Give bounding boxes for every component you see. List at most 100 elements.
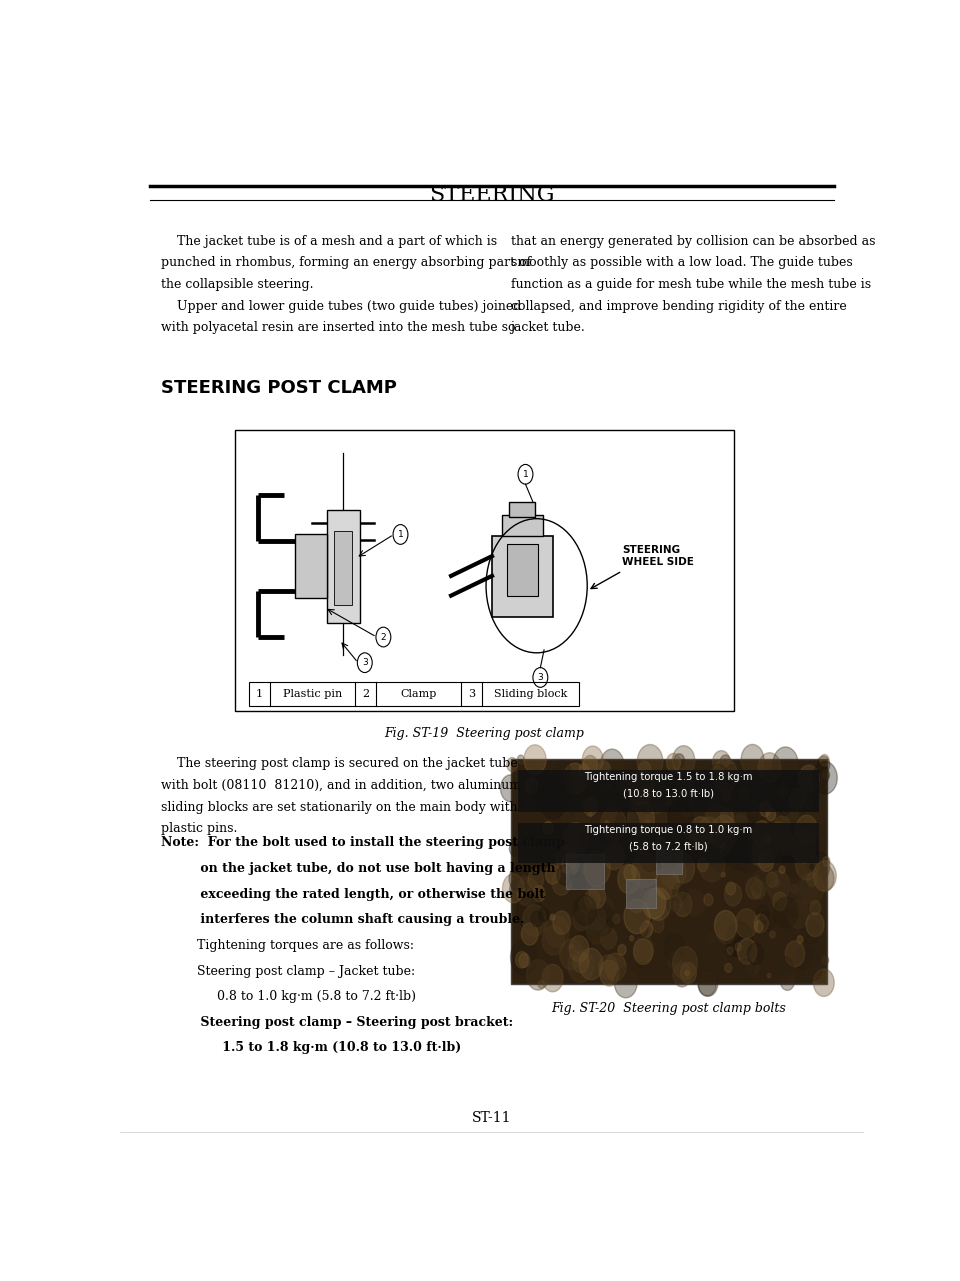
Circle shape: [756, 793, 768, 810]
Circle shape: [597, 907, 610, 924]
Circle shape: [556, 847, 576, 872]
Text: the collapsible steering.: the collapsible steering.: [161, 278, 313, 291]
Circle shape: [500, 775, 520, 802]
Text: ST-11: ST-11: [472, 1112, 512, 1126]
Circle shape: [582, 948, 599, 971]
Circle shape: [631, 826, 650, 853]
Circle shape: [517, 755, 524, 763]
Circle shape: [789, 788, 805, 810]
Circle shape: [732, 801, 748, 822]
Text: Tightening torques are as follows:: Tightening torques are as follows:: [161, 939, 414, 952]
Circle shape: [586, 904, 606, 930]
Circle shape: [787, 906, 796, 917]
Circle shape: [804, 794, 814, 808]
Circle shape: [525, 778, 538, 794]
Circle shape: [725, 940, 738, 957]
Circle shape: [766, 808, 776, 821]
Circle shape: [528, 869, 543, 890]
Circle shape: [755, 915, 768, 933]
Bar: [295, 534, 326, 598]
Circle shape: [588, 904, 596, 917]
Circle shape: [652, 917, 664, 933]
Circle shape: [569, 935, 588, 962]
Circle shape: [628, 770, 654, 804]
Circle shape: [524, 744, 546, 774]
Circle shape: [760, 912, 768, 924]
Circle shape: [757, 904, 769, 921]
Text: that an energy generated by collision can be absorbed as: that an energy generated by collision ca…: [511, 234, 876, 247]
Circle shape: [638, 761, 651, 778]
Circle shape: [564, 852, 583, 877]
Circle shape: [668, 801, 693, 834]
Circle shape: [751, 779, 777, 813]
Circle shape: [758, 852, 774, 871]
Text: STEERING
WHEEL SIDE: STEERING WHEEL SIDE: [622, 546, 694, 567]
Circle shape: [750, 801, 758, 812]
Text: Tightening torque 0.8 to 1.0 kg·m: Tightening torque 0.8 to 1.0 kg·m: [585, 825, 753, 835]
Circle shape: [666, 797, 673, 806]
Circle shape: [699, 817, 719, 843]
Circle shape: [780, 866, 785, 874]
Bar: [626, 879, 656, 908]
Circle shape: [765, 822, 791, 857]
Circle shape: [579, 897, 591, 913]
Circle shape: [781, 834, 799, 856]
Circle shape: [634, 785, 653, 811]
Text: collapsed, and improve bending rigidity of the entire: collapsed, and improve bending rigidity …: [511, 300, 847, 313]
Circle shape: [599, 954, 617, 979]
Circle shape: [770, 931, 775, 938]
Circle shape: [813, 762, 837, 794]
Bar: [518, 824, 819, 863]
Circle shape: [807, 852, 829, 881]
Circle shape: [780, 971, 795, 990]
Circle shape: [757, 790, 764, 798]
Circle shape: [632, 852, 659, 888]
Circle shape: [711, 849, 729, 872]
Bar: [326, 510, 360, 624]
Circle shape: [542, 965, 564, 991]
Text: The jacket tube is of a mesh and a part of which is: The jacket tube is of a mesh and a part …: [161, 234, 497, 247]
Circle shape: [800, 872, 824, 904]
Circle shape: [766, 872, 778, 888]
Circle shape: [664, 857, 676, 872]
Circle shape: [763, 834, 770, 843]
Circle shape: [636, 921, 648, 938]
Circle shape: [540, 911, 547, 922]
Circle shape: [753, 826, 765, 843]
Circle shape: [701, 776, 708, 787]
Circle shape: [723, 826, 729, 834]
Circle shape: [807, 798, 827, 825]
Text: with bolt (08110  81210), and in addition, two aluminum: with bolt (08110 81210), and in addition…: [161, 779, 521, 792]
Text: STEERING: STEERING: [429, 184, 555, 206]
Circle shape: [519, 802, 525, 808]
Circle shape: [711, 815, 737, 849]
Circle shape: [806, 872, 817, 886]
Circle shape: [673, 947, 698, 980]
Bar: [656, 849, 682, 874]
Circle shape: [752, 880, 765, 899]
Circle shape: [724, 780, 731, 788]
Circle shape: [596, 897, 612, 918]
Circle shape: [539, 908, 549, 921]
Circle shape: [632, 831, 652, 858]
Bar: [518, 770, 819, 812]
Circle shape: [634, 939, 653, 965]
Circle shape: [752, 853, 760, 866]
Circle shape: [758, 753, 780, 783]
Circle shape: [698, 858, 708, 872]
Circle shape: [552, 871, 570, 895]
Circle shape: [510, 840, 521, 857]
Circle shape: [509, 867, 527, 890]
Circle shape: [668, 787, 694, 820]
Text: Fig. ST-19  Steering post clamp: Fig. ST-19 Steering post clamp: [385, 726, 585, 740]
Text: 0.8 to 1.0 kg·m (5.8 to 7.2 ft·lb): 0.8 to 1.0 kg·m (5.8 to 7.2 ft·lb): [161, 990, 416, 1003]
Circle shape: [685, 829, 694, 840]
Circle shape: [566, 788, 572, 796]
Circle shape: [569, 944, 573, 949]
Circle shape: [798, 935, 803, 943]
Circle shape: [797, 877, 817, 904]
Text: Tightening torque 1.5 to 1.8 kg·m: Tightening torque 1.5 to 1.8 kg·m: [585, 772, 753, 783]
Circle shape: [735, 843, 758, 872]
Circle shape: [533, 885, 545, 902]
Circle shape: [573, 952, 588, 972]
